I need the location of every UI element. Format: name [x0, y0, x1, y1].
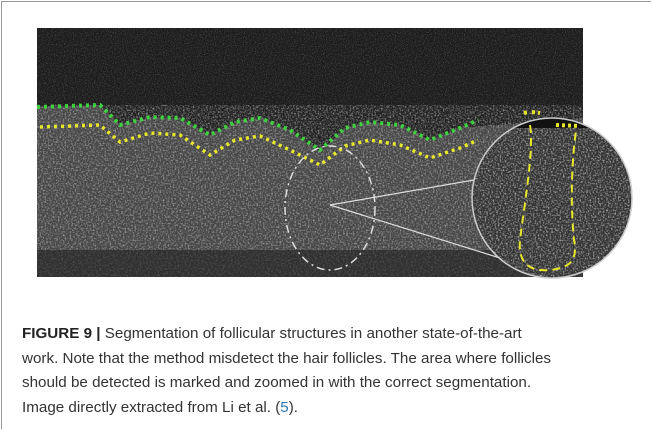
- caption-line: Image directly extracted from Li et al. …: [22, 396, 647, 421]
- caption-text: ).: [289, 399, 298, 416]
- caption-line: should be detected is marked and zoomed …: [22, 371, 647, 396]
- caption-text: Image directly extracted from Li et al. …: [22, 399, 280, 416]
- figure-label: FIGURE 9 |: [22, 325, 101, 342]
- caption-line: work. Note that the method misdetect the…: [22, 347, 647, 372]
- reference-link[interactable]: 5: [280, 399, 288, 416]
- figure-image: [0, 0, 652, 300]
- page: FIGURE 9 | Segmentation of follicular st…: [0, 0, 652, 430]
- caption: FIGURE 9 | Segmentation of follicular st…: [22, 322, 647, 420]
- caption-line: FIGURE 9 | Segmentation of follicular st…: [22, 322, 647, 347]
- caption-text: Segmentation of follicular structures in…: [105, 325, 522, 342]
